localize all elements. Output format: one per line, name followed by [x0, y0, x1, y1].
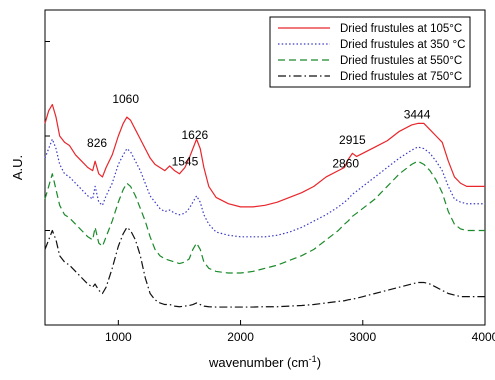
x-tick-label: 2000: [227, 330, 254, 344]
x-tick-label: 1000: [105, 330, 132, 344]
peak-label: 1060: [112, 92, 139, 106]
legend-label: Dried frustules at 550°C: [340, 55, 462, 67]
plot-frame: [44, 9, 486, 326]
peak-label: 2860: [332, 157, 359, 171]
series-line-2: [44, 138, 485, 238]
peak-label: 1626: [181, 128, 208, 142]
series-line-3: [44, 160, 485, 274]
x-axis: 1000 2000 3000 4000: [105, 320, 495, 344]
legend-label: Dried frustules at 350 °C: [340, 39, 465, 51]
peak-label: 2915: [339, 133, 366, 147]
y-axis: [45, 41, 50, 326]
plot-area: [44, 9, 486, 326]
legend-box: [269, 16, 471, 88]
series-line-4: [44, 226, 485, 308]
series-layer: [44, 103, 485, 308]
x-axis-title: wavenumber (cm-1): [208, 354, 321, 370]
legend-label: Dried frustules at 105°C: [340, 23, 462, 35]
peak-annotations: 1060 826 1545 1626 2860 2915 3444: [87, 92, 431, 171]
series-line-1: [44, 103, 485, 208]
x-tick-label: 3000: [349, 330, 376, 344]
peak-label: 826: [87, 136, 107, 150]
x-tick-label: 4000: [472, 330, 495, 344]
y-axis-title: A.U.: [10, 155, 25, 180]
legend: Dried frustules at 105°C Dried frustules …: [269, 16, 471, 88]
peak-label: 3444: [404, 108, 431, 122]
peak-label: 1545: [172, 154, 199, 168]
legend-label: Dried frustules at 750°C: [340, 71, 462, 83]
